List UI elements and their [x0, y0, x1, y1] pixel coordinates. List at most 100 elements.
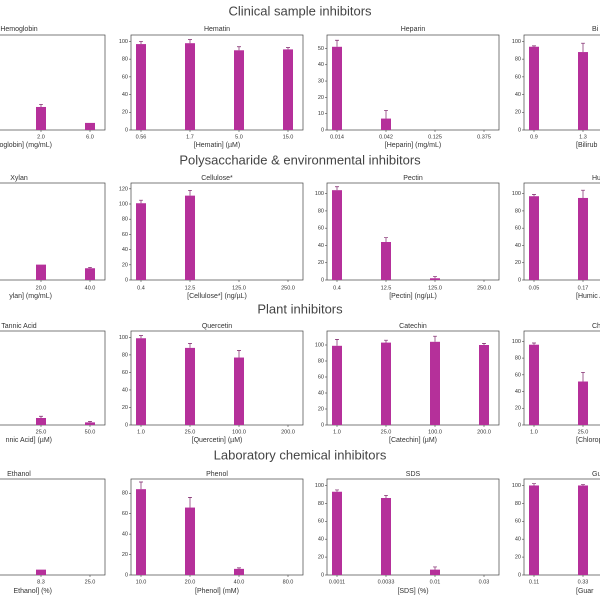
y-tick-label: 60 [515, 519, 521, 525]
y-tick-label: 20 [515, 555, 521, 561]
y-tick-label: 40 [122, 92, 128, 98]
x-axis-label: oglobin] (mg/mL) [0, 142, 52, 149]
y-tick-label: 100 [119, 39, 128, 45]
bar [578, 381, 588, 425]
section-title: Clinical sample inhibitors [228, 3, 372, 18]
y-tick-label: 80 [122, 57, 128, 63]
x-axis-label: [Catechin] (µM) [389, 437, 437, 444]
bar [234, 357, 244, 425]
y-tick-label: 60 [122, 74, 128, 80]
y-tick-label: 100 [315, 483, 324, 489]
bar [85, 122, 95, 130]
x-tick-label: 80.0 [283, 579, 294, 585]
x-tick-label: 12.5 [185, 285, 196, 291]
y-tick-label: 40 [515, 389, 521, 395]
bar [529, 196, 539, 280]
x-tick-label: 0.0033 [378, 579, 395, 585]
y-tick-label: 60 [515, 372, 521, 378]
y-tick-label: 30 [318, 79, 324, 85]
x-tick-label: 20.0 [36, 285, 47, 291]
error-bar [384, 339, 388, 343]
x-tick-label: 1.7 [186, 134, 194, 140]
panel-title: Tannic Acid [1, 323, 37, 330]
x-tick-label: 12.5 [381, 285, 392, 291]
bar [36, 417, 46, 425]
error-bar [581, 42, 585, 53]
x-axis-label: [Pectin] (ng/µL) [389, 293, 437, 300]
bar [185, 195, 195, 280]
error-bar [188, 343, 192, 348]
error-bar [286, 47, 290, 50]
section-title: Polysaccharide & environmental inhibitor… [179, 152, 421, 167]
x-axis-label: [SDS] (%) [397, 588, 428, 595]
y-tick-label: 0 [321, 572, 324, 578]
panel-title: Hemoglobin [0, 26, 37, 33]
x-tick-label: 8.3 [37, 579, 45, 585]
y-tick-label: 60 [122, 232, 128, 238]
panel-title: Gu [592, 471, 600, 478]
error-bar [188, 496, 192, 508]
y-tick-label: 20 [122, 405, 128, 411]
panel-title: Quercetin [202, 323, 232, 330]
error-bar [384, 494, 388, 499]
x-tick-label: 2.0 [37, 134, 45, 140]
x-tick-label: 0.17 [578, 285, 589, 291]
panel-title: Ethanol [7, 471, 31, 478]
x-tick-label: 125.0 [232, 285, 246, 291]
bar [136, 338, 146, 425]
y-tick-label: 40 [318, 537, 324, 543]
y-tick-label: 0 [321, 277, 324, 283]
error-bar [139, 41, 143, 45]
y-tick-label: 40 [318, 62, 324, 68]
x-tick-label: 0.56 [136, 134, 147, 140]
y-tick-label: 80 [515, 501, 521, 507]
y-tick-label: 20 [318, 260, 324, 266]
y-tick-label: 50 [318, 46, 324, 52]
error-bar [433, 566, 437, 570]
x-axis-label: ylan] (mg/mL) [9, 293, 52, 300]
x-axis-label: [Quercetin] (µM) [192, 437, 243, 444]
x-axis-label: [Heparin] (mg/mL) [385, 142, 441, 149]
error-bar [581, 371, 585, 382]
bar [234, 568, 244, 575]
x-axis-label: [Chloroph [576, 437, 600, 444]
y-tick-label: 40 [318, 390, 324, 396]
y-tick-label: 80 [122, 217, 128, 223]
plot-frame [0, 478, 106, 576]
section-title: Laboratory chemical inhibitors [214, 447, 387, 462]
x-tick-label: 10.0 [136, 579, 147, 585]
error-bar [335, 39, 339, 47]
y-tick-label: 80 [318, 208, 324, 214]
x-axis-label: [Bilirub [576, 142, 598, 149]
y-tick-label: 40 [515, 92, 521, 98]
x-tick-label: 1.0 [530, 429, 538, 435]
error-bar [482, 343, 486, 345]
x-tick-label: 40.0 [234, 579, 245, 585]
y-tick-label: 60 [122, 511, 128, 517]
x-axis-label: [Humic A [576, 293, 600, 300]
y-tick-label: 40 [515, 243, 521, 249]
plot-frame [130, 330, 304, 426]
error-bar [532, 483, 536, 486]
bar [332, 345, 342, 425]
x-tick-label: 0.4 [137, 285, 145, 291]
bar [430, 278, 440, 280]
bar [36, 264, 46, 280]
bar [36, 106, 46, 130]
y-tick-label: 60 [122, 370, 128, 376]
y-tick-label: 60 [515, 226, 521, 232]
bar [283, 49, 293, 130]
x-tick-label: 0.05 [529, 285, 540, 291]
bar [529, 46, 539, 130]
x-tick-label: 5.0 [235, 134, 243, 140]
bar [185, 43, 195, 131]
x-tick-label: 25.0 [36, 429, 47, 435]
y-tick-label: 40 [122, 387, 128, 393]
bar [136, 489, 146, 575]
x-tick-label: 0.4 [333, 285, 341, 291]
y-tick-label: 100 [315, 342, 324, 348]
bar [578, 197, 588, 280]
y-tick-label: 80 [515, 356, 521, 362]
error-bar [384, 110, 388, 119]
plot-frame [130, 478, 304, 576]
